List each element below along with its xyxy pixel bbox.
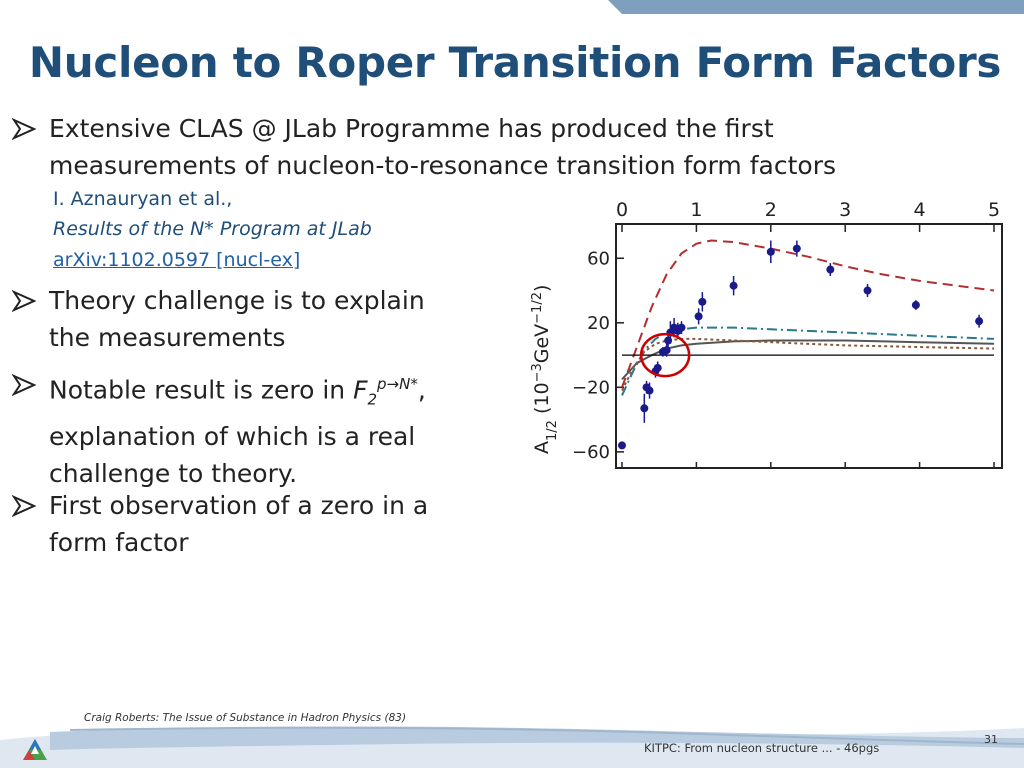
- data-point: [766, 247, 775, 256]
- arrow-bullet-icon: [12, 495, 36, 517]
- data-point: [645, 386, 654, 395]
- bullet-text: First observation of a zero in a form fa…: [49, 491, 429, 557]
- form-factor-symbol: F: [353, 375, 368, 405]
- slide-title: Nucleon to Roper Transition Form Factors: [28, 38, 1002, 87]
- bullet-theory-challenge: Theory challenge is to explain the measu…: [12, 282, 432, 356]
- form-factor-subscript: 2: [367, 390, 378, 409]
- dotted-theory-curve: [621, 337, 995, 392]
- reference-title: Results of the N* Program at JLab: [53, 218, 372, 240]
- data-point: [653, 363, 662, 372]
- data-point: [729, 281, 738, 290]
- x-tick-label: 0: [616, 199, 628, 221]
- y-tick-label: 60: [587, 248, 610, 269]
- arrow-bullet-icon: [12, 290, 36, 312]
- y-axis-label: A1/2 (10−3GeV−1/2): [530, 285, 560, 454]
- x-tick-label: 1: [690, 199, 702, 221]
- data-point: [911, 301, 920, 310]
- data-point: [863, 286, 872, 295]
- y-tick-label: 20: [587, 313, 610, 334]
- x-tick-label: 3: [839, 199, 851, 221]
- data-point: [694, 312, 703, 321]
- form-factor-superscript: p→N*: [377, 375, 418, 393]
- arrow-bullet-icon: [12, 374, 36, 396]
- plot-frame: [615, 223, 1003, 469]
- reference-arxiv-link[interactable]: arXiv:1102.0597 [nucl-ex]: [53, 249, 301, 271]
- data-point: [975, 317, 984, 326]
- page-number: 31: [984, 733, 998, 746]
- data-point: [677, 323, 686, 332]
- solid-theory-curve: [621, 339, 995, 380]
- argonne-logo-icon: [23, 739, 47, 760]
- reference-authors: I. Aznauryan et al.,: [53, 188, 233, 210]
- bullet-notable-result: Notable result is zero in F2p→N*, explan…: [12, 366, 462, 492]
- data-point: [698, 297, 707, 306]
- x-tick-label: 5: [988, 199, 1000, 221]
- x-tick-label: 2: [765, 199, 777, 221]
- data-point: [826, 265, 835, 274]
- bullet-text-suffix: , explanation of which is a real challen…: [49, 375, 426, 489]
- footer-wave-decoration: [0, 726, 1024, 768]
- data-point: [662, 346, 671, 355]
- data-point: [792, 244, 801, 253]
- data-point: [618, 441, 626, 450]
- bullet-text: Theory challenge is to explain the measu…: [49, 286, 425, 352]
- bullet-first-observation: First observation of a zero in a form fa…: [12, 487, 432, 561]
- top-accent-bar: [608, 0, 1024, 14]
- footer-event: KITPC: From nucleon structure ... - 46pg…: [644, 741, 880, 755]
- bullet-text: Extensive CLAS @ JLab Programme has prod…: [49, 114, 836, 180]
- transition-form-factor-chart: 0 1 2 3 4 5 60 20 −20 −60 A1/2 (10−3GeV−1/2): [530, 199, 1003, 469]
- bullet-clas-programme: Extensive CLAS @ JLab Programme has prod…: [12, 110, 892, 184]
- y-tick-label: −60: [572, 442, 610, 463]
- dashed-theory-curve: [621, 239, 995, 388]
- data-point: [640, 404, 649, 413]
- arrow-bullet-icon: [12, 118, 36, 140]
- footer-author: Craig Roberts: The Issue of Substance in…: [84, 712, 407, 724]
- y-tick-label: −20: [572, 377, 610, 398]
- bullet-text-prefix: Notable result is zero in: [49, 375, 354, 405]
- zero-crossing-highlight-circle: [639, 332, 691, 378]
- x-tick-label: 4: [914, 199, 926, 221]
